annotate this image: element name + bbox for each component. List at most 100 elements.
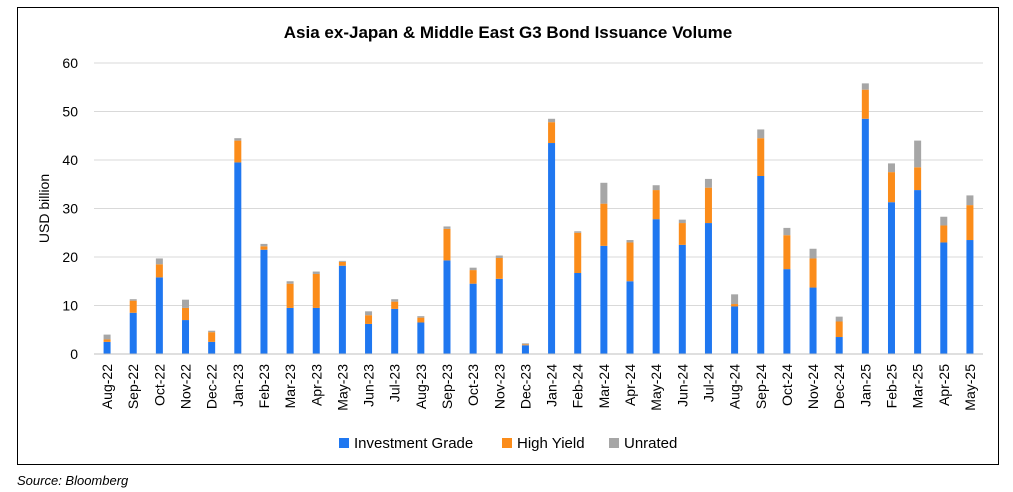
bar-investment-grade (574, 273, 582, 354)
bar-high-yield (966, 205, 974, 241)
bar-investment-grade (208, 341, 216, 354)
bar-investment-grade (417, 322, 425, 354)
bar-unrated (521, 343, 529, 345)
bar-high-yield (129, 300, 137, 313)
bar-high-yield (208, 332, 216, 342)
bar-investment-grade (443, 260, 451, 354)
x-tick-label: Jul-24 (700, 364, 716, 402)
x-tick-label: Feb-23 (256, 364, 272, 409)
y-tick-label: 50 (62, 104, 78, 120)
y-axis: 0 10 20 30 40 50 60 (62, 55, 78, 362)
bar-unrated (940, 216, 948, 226)
bar-unrated (103, 334, 111, 340)
bar-high-yield (861, 89, 869, 119)
bar-unrated (783, 227, 791, 236)
x-tick-label: Apr-25 (936, 364, 952, 406)
bar-unrated (182, 299, 190, 308)
bar-high-yield (182, 307, 190, 321)
bar-unrated (286, 281, 294, 284)
legend-label: Unrated (624, 435, 677, 452)
bar-investment-grade (234, 162, 242, 354)
bar-high-yield (887, 172, 895, 203)
y-tick-label: 40 (62, 152, 78, 168)
bar-investment-grade (678, 244, 686, 354)
x-tick-label: Nov-24 (805, 364, 821, 409)
x-tick-label: Sep-24 (753, 364, 769, 409)
x-tick-label: Apr-23 (308, 364, 324, 406)
bar-unrated (417, 316, 425, 318)
bar-unrated (469, 267, 477, 271)
bar-high-yield (234, 140, 242, 163)
bar-unrated (208, 330, 216, 333)
bar-investment-grade (103, 341, 111, 354)
x-tick-label: Jan-24 (544, 364, 560, 407)
chart-frame (17, 7, 999, 465)
bar-investment-grade (626, 281, 634, 354)
bar-high-yield (783, 235, 791, 270)
bar-investment-grade (365, 323, 373, 354)
x-tick-label: Dec-23 (517, 364, 533, 409)
bar-high-yield (600, 203, 608, 246)
bar-unrated (887, 163, 895, 173)
bar-high-yield (286, 283, 294, 308)
x-tick-label: Jan-23 (230, 364, 246, 407)
bar-investment-grade (548, 143, 556, 354)
bar-unrated (338, 260, 346, 262)
bar-high-yield (652, 190, 660, 220)
y-tick-label: 10 (62, 298, 78, 314)
bar-unrated (574, 231, 582, 233)
x-tick-label: Dec-24 (831, 364, 847, 409)
y-tick-label: 30 (62, 201, 78, 217)
x-tick-label: Mar-24 (596, 364, 612, 409)
bar-high-yield (835, 321, 843, 338)
bar-investment-grade (469, 283, 477, 354)
bar-unrated (443, 226, 451, 229)
bar-unrated (914, 140, 922, 168)
x-tick-label: Feb-24 (570, 364, 586, 409)
x-tick-label: Aug-22 (99, 364, 115, 409)
bar-high-yield (103, 339, 111, 342)
bar-unrated (312, 271, 320, 274)
x-tick-label: Jun-23 (361, 364, 377, 407)
x-tick-label: Sep-23 (439, 364, 455, 409)
bar-high-yield (940, 225, 948, 243)
bar-high-yield (495, 257, 503, 279)
x-tick-label: Oct-22 (151, 364, 167, 406)
bar-high-yield (312, 273, 320, 308)
x-tick-label: Nov-23 (491, 364, 507, 409)
x-tick-label: Jan-25 (857, 364, 873, 407)
bar-investment-grade (757, 176, 765, 354)
bar-high-yield (469, 270, 477, 284)
bar-unrated (757, 129, 765, 139)
bar-high-yield (809, 258, 817, 288)
x-tick-label: Oct-23 (465, 364, 481, 406)
bar-high-yield (365, 315, 373, 324)
legend: Investment Grade High Yield Unrated (339, 435, 677, 452)
x-tick-label: Feb-25 (883, 364, 899, 409)
bar-investment-grade (887, 202, 895, 354)
chart-title: Asia ex-Japan & Middle East G3 Bond Issu… (284, 23, 732, 42)
bar-unrated (861, 83, 869, 90)
legend-label: Investment Grade (354, 435, 473, 452)
bar-unrated (809, 248, 817, 259)
bar-high-yield (391, 301, 399, 309)
x-tick-label: Jul-23 (387, 364, 403, 402)
y-tick-label: 60 (62, 55, 78, 71)
legend-label: High Yield (517, 435, 585, 452)
bar-high-yield (548, 122, 556, 144)
bars (103, 83, 974, 355)
x-tick-label: Apr-24 (622, 364, 638, 406)
bar-high-yield (443, 228, 451, 261)
bar-investment-grade (809, 287, 817, 354)
bar-unrated (260, 243, 268, 247)
bar-high-yield (731, 304, 739, 307)
y-tick-label: 20 (62, 249, 78, 265)
bar-investment-grade (835, 337, 843, 354)
bar-investment-grade (312, 307, 320, 354)
bar-investment-grade (966, 240, 974, 354)
x-tick-label: Mar-25 (910, 364, 926, 409)
bar-high-yield (260, 246, 268, 250)
bar-unrated (155, 258, 163, 265)
bar-investment-grade (286, 307, 294, 354)
